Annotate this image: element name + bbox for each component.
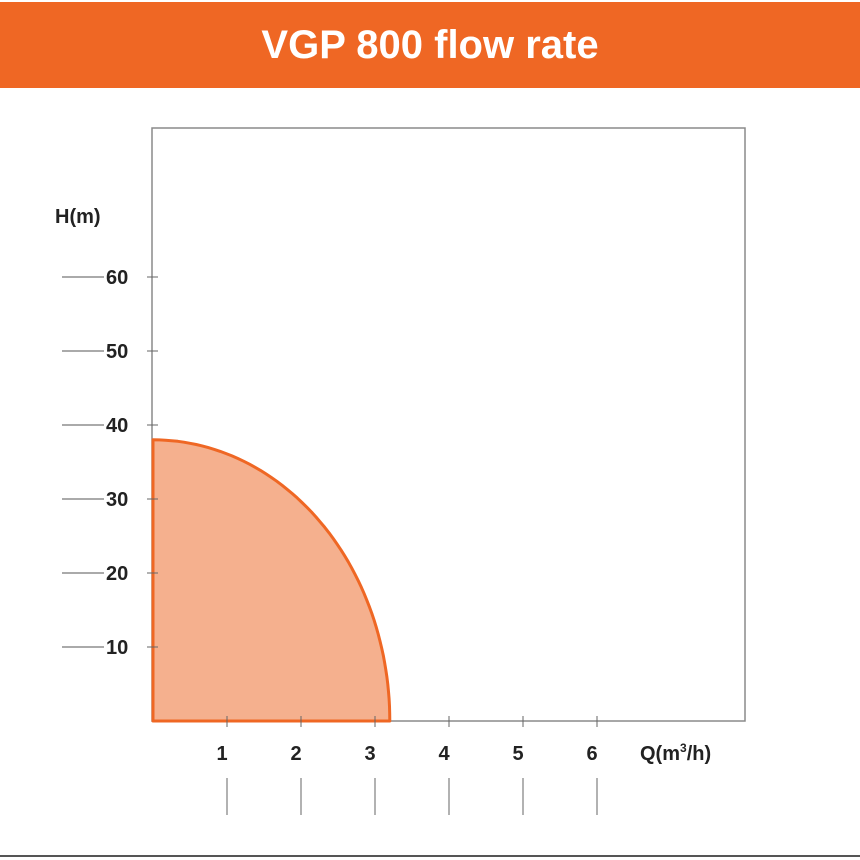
x-tick-label: 3 <box>364 743 375 765</box>
y-axis-ticks: 10 20 30 40 50 60 <box>62 267 158 659</box>
title-banner: VGP 800 flow rate <box>0 2 860 88</box>
x-axis-ticks: 1 2 3 4 5 6 <box>216 716 598 815</box>
x-tick-label: 4 <box>438 743 450 765</box>
flow-area <box>151 438 392 723</box>
y-tick-label: 30 <box>106 489 128 511</box>
x-axis-title: Q(m3/h) <box>640 741 711 765</box>
x-tick-label: 2 <box>290 743 301 765</box>
y-tick-label: 60 <box>106 267 128 289</box>
footer-divider <box>0 855 860 857</box>
x-tick-label: 6 <box>586 743 597 765</box>
y-tick-label: 40 <box>106 415 128 437</box>
y-axis-title: H(m) <box>55 206 101 228</box>
y-tick-label: 10 <box>106 637 128 659</box>
x-tick-label: 5 <box>512 743 523 765</box>
chart-title: VGP 800 flow rate <box>261 22 599 67</box>
y-tick-label: 50 <box>106 341 128 363</box>
y-tick-label: 20 <box>106 563 128 585</box>
x-tick-label: 1 <box>216 743 227 765</box>
